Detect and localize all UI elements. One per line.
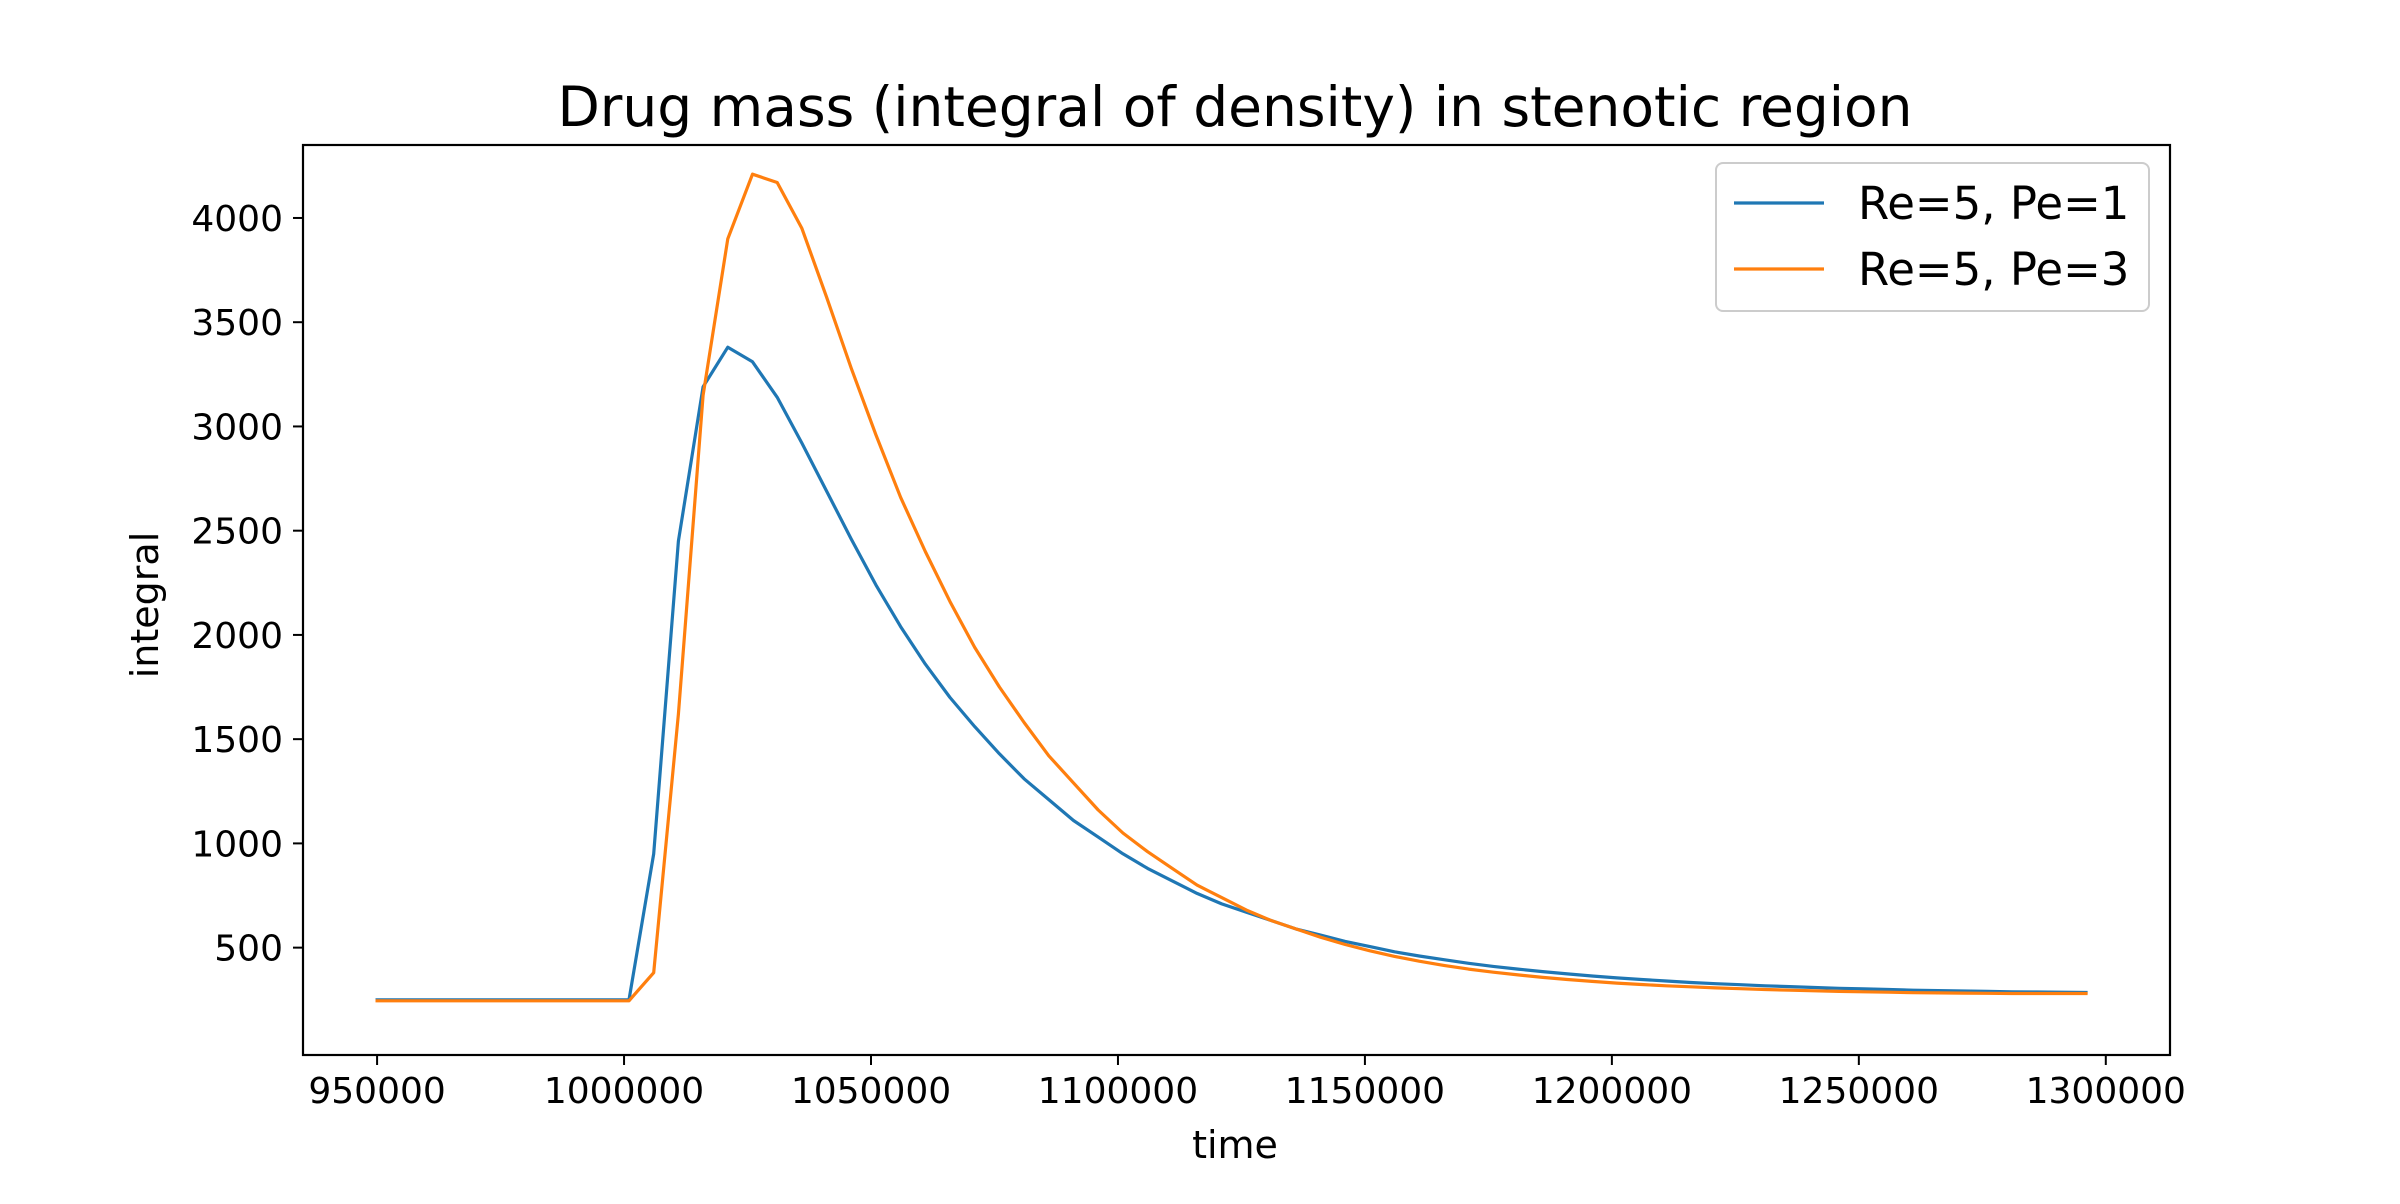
y-tick-label: 2500 (191, 512, 283, 553)
axes-frame (301, 143, 2172, 1057)
x-tick-label: 1300000 (2026, 1071, 2186, 1112)
axes: 950000 1000000 1050000 1100000 1150000 120000… (191, 143, 2186, 1112)
legend: Re=5, Pe=1 Re=5, Pe=3 (1715, 162, 2150, 312)
x-tick-label: 1100000 (1038, 1071, 1198, 1112)
x-tick-label: 950000 (308, 1071, 445, 1112)
y-tick-label: 1000 (191, 824, 283, 865)
legend-label-2: Re=5, Pe=3 (1858, 243, 2129, 296)
x-tick-label: 1250000 (1779, 1071, 1939, 1112)
x-tick-label: 1050000 (791, 1071, 951, 1112)
y-axis-label: integral (123, 532, 167, 679)
x-axis-label: time (1192, 1123, 1278, 1167)
y-tick-label: 3500 (191, 303, 283, 344)
x-tick-label: 1200000 (1532, 1071, 1692, 1112)
y-tick-label: 500 (214, 929, 283, 970)
x-tick-label: 1000000 (544, 1071, 704, 1112)
y-tick-label: 4000 (191, 199, 283, 240)
y-tick-label: 1500 (191, 720, 283, 761)
y-tick-label: 2000 (191, 616, 283, 657)
x-tick-label: 1150000 (1285, 1071, 1445, 1112)
series-line-1 (375, 345, 2088, 1002)
plot-area (375, 172, 2088, 1003)
legend-label-1: Re=5, Pe=1 (1858, 177, 2129, 230)
chart-title: Drug mass (integral of density) in steno… (557, 75, 1912, 139)
y-tick-label: 3000 (191, 407, 283, 448)
legend-box (1715, 162, 2150, 312)
series-line-2 (375, 172, 2088, 1003)
